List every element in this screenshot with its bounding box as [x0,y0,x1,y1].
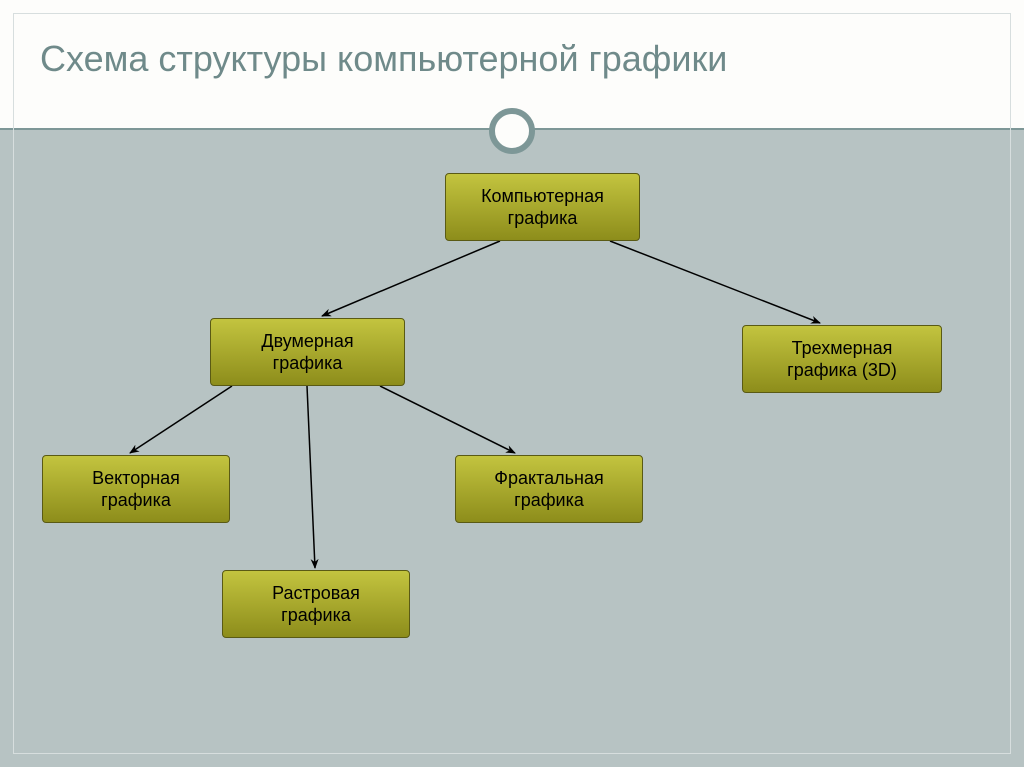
circle-marker-icon [489,108,535,154]
node-raster: Растровая графика [222,570,410,638]
node-root: Компьютерная графика [445,173,640,241]
node-fractal: Фрактальная графика [455,455,643,523]
node-2d: Двумерная графика [210,318,405,386]
node-3d: Трехмерная графика (3D) [742,325,942,393]
slide: Схема структуры компьютерной графики Ком… [0,0,1024,767]
node-vector: Векторная графика [42,455,230,523]
slide-title: Схема структуры компьютерной графики [40,38,984,80]
